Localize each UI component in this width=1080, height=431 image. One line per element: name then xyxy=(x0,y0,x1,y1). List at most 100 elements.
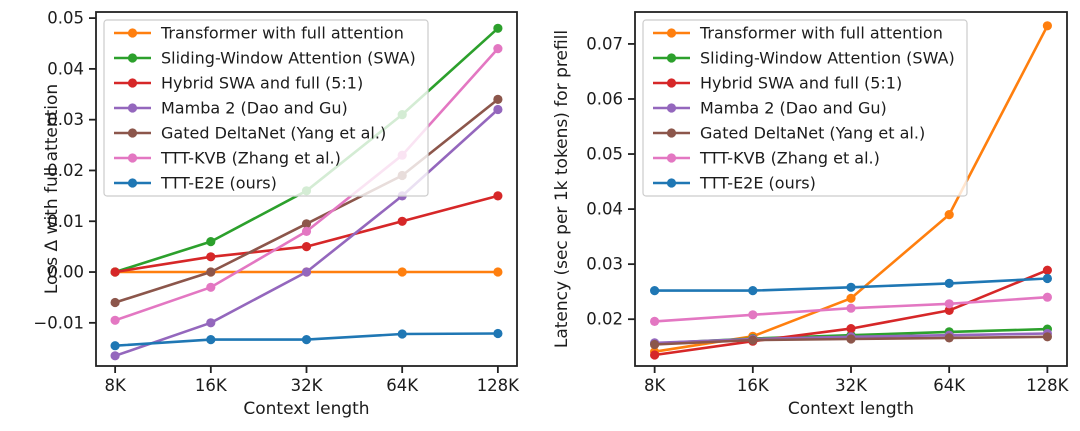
legend-sample-marker-orange xyxy=(666,28,677,38)
legend-sample-marker-brown xyxy=(127,128,138,138)
series-marker-blue xyxy=(846,282,856,292)
x-axis-label: Context length xyxy=(788,399,914,419)
legend-sample-marker-green xyxy=(127,53,138,63)
legend-label: TTT-KVB (Zhang et al.) xyxy=(699,149,880,168)
legend-label: Transformer with full attention xyxy=(699,24,943,43)
y-tick-label: −0.01 xyxy=(33,313,84,332)
series-marker-blue xyxy=(110,341,120,351)
legend-label: Sliding-Window Attention (SWA) xyxy=(700,49,955,68)
legend-sample-marker-green xyxy=(666,53,677,63)
series-marker-blue xyxy=(206,335,216,345)
series-marker-pink xyxy=(206,282,216,292)
y-tick-label: 0.02 xyxy=(586,310,623,329)
series-marker-red xyxy=(650,350,660,360)
series-marker-pink xyxy=(650,316,660,326)
legend-sample-marker-pink xyxy=(666,153,677,163)
y-tick-label: 0.05 xyxy=(47,9,84,28)
legend-label: Sliding-Window Attention (SWA) xyxy=(161,49,416,68)
series-marker-orange xyxy=(397,267,407,277)
legend-sample-marker-blue xyxy=(666,178,677,188)
series-marker-red xyxy=(944,305,954,315)
series-marker-blue xyxy=(748,286,758,296)
series-marker-brown xyxy=(846,334,856,344)
legend-label: Hybrid SWA and full (5:1) xyxy=(161,74,363,93)
y-tick-label: 0.03 xyxy=(586,255,623,274)
legend-sample-marker-purple xyxy=(127,103,138,113)
series-marker-pink xyxy=(944,299,954,309)
y-tick-label: 0.05 xyxy=(586,145,623,164)
legend-sample-marker-pink xyxy=(127,153,138,163)
legend-label: Transformer with full attention xyxy=(160,24,404,43)
x-tick-label: 128K xyxy=(477,376,520,395)
y-axis-label: Loss Δ with full attention xyxy=(42,84,62,294)
legend: Transformer with full attention Sliding-W… xyxy=(642,19,968,197)
x-tick-label: 8K xyxy=(104,376,126,395)
series-marker-red xyxy=(301,242,312,252)
series-marker-blue xyxy=(944,278,954,288)
series-marker-orange xyxy=(944,210,954,220)
y-tick-label: 0.04 xyxy=(47,59,84,78)
series-marker-green xyxy=(206,237,216,247)
series-marker-pink xyxy=(110,315,120,325)
series-marker-red xyxy=(397,216,407,226)
x-tick-label: 16K xyxy=(737,376,770,395)
series-marker-pink xyxy=(1042,292,1052,302)
series-marker-blue xyxy=(301,335,312,345)
series-marker-purple xyxy=(301,267,312,277)
series-marker-orange xyxy=(493,267,503,277)
series-marker-blue xyxy=(493,328,503,339)
chart-panel-loss-delta: −0.01 0.00 0.01 0.02 0.03 0.04 0.05 8K 16K 32K 64K… xyxy=(33,9,520,419)
y-tick-label: 0.06 xyxy=(586,89,623,108)
x-tick-label: 128K xyxy=(1026,376,1069,395)
legend-label: Mamba 2 (Dao and Gu) xyxy=(700,99,887,118)
series-marker-orange xyxy=(1042,21,1052,31)
x-tick-label: 64K xyxy=(386,376,419,395)
series-group xyxy=(650,21,1052,360)
legend-label: Gated DeltaNet (Yang et al.) xyxy=(700,124,925,143)
legend-sample-marker-blue xyxy=(127,178,138,188)
series-marker-brown xyxy=(110,297,120,308)
y-axis-label: Latency (sec per 1k tokens) for prefill xyxy=(552,30,572,348)
legend-label: TTT-E2E (ours) xyxy=(699,174,816,193)
y-tick-label: 0.03 xyxy=(47,110,84,129)
series-marker-pink xyxy=(493,44,503,54)
series-marker-blue xyxy=(1042,273,1052,284)
x-axis-label: Context length xyxy=(243,399,369,419)
legend-sample-marker-red xyxy=(666,78,677,88)
series-marker-red xyxy=(110,267,120,277)
legend-box xyxy=(103,19,429,197)
series-marker-green xyxy=(493,23,503,33)
series-marker-brown xyxy=(1042,332,1052,342)
legend-label: Hybrid SWA and full (5:1) xyxy=(700,74,902,93)
legend-label: Gated DeltaNet (Yang et al.) xyxy=(161,124,386,143)
series-marker-brown xyxy=(493,94,503,104)
series-marker-red xyxy=(1042,265,1052,275)
x-tick-label: 64K xyxy=(933,376,966,395)
y-tick-label: 0.07 xyxy=(586,34,623,53)
legend-label: TTT-KVB (Zhang et al.) xyxy=(160,149,341,168)
series-marker-red xyxy=(206,252,216,262)
series-marker-pink xyxy=(301,226,312,236)
series-marker-red xyxy=(846,324,856,334)
y-tick-label: 0.01 xyxy=(47,212,84,231)
series-marker-purple xyxy=(110,351,120,361)
x-tick-label: 32K xyxy=(291,376,324,395)
series-marker-blue xyxy=(650,286,660,296)
legend: Transformer with full attention Sliding-W… xyxy=(103,19,429,197)
legend-sample-marker-orange xyxy=(127,28,138,38)
x-tick-label: 32K xyxy=(835,376,868,395)
series-marker-orange xyxy=(846,293,856,303)
legend-sample-marker-purple xyxy=(666,103,677,113)
legend-sample-marker-brown xyxy=(666,128,677,138)
series-marker-pink xyxy=(846,303,856,313)
y-tick-label: 0.02 xyxy=(47,161,84,180)
legend-sample-marker-red xyxy=(127,78,138,88)
series-marker-brown xyxy=(206,267,216,277)
series-marker-red xyxy=(493,191,503,201)
x-tick-label: 16K xyxy=(195,376,228,395)
y-tick-label: 0.00 xyxy=(47,263,84,282)
y-tick-label: 0.04 xyxy=(586,200,623,219)
series-marker-pink xyxy=(748,310,758,320)
